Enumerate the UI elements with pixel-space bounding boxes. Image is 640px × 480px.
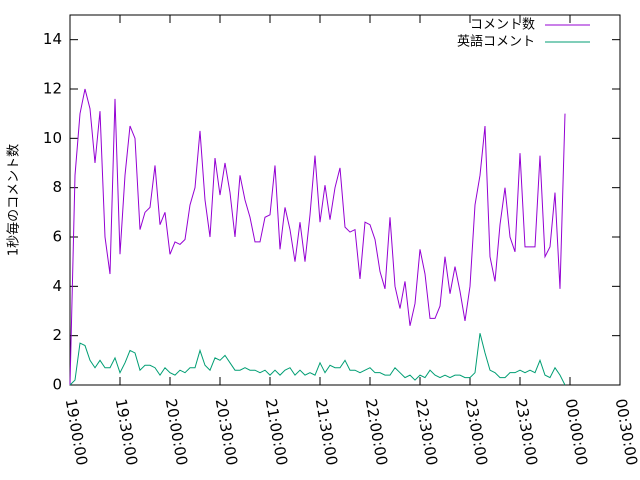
legend-label: 英語コメント xyxy=(457,34,535,50)
y-tick-label: 8 xyxy=(52,178,62,196)
x-tick-label: 20:00:00 xyxy=(162,397,191,466)
x-tick-label: 00:00:00 xyxy=(562,397,591,466)
x-tick-label: 20:30:00 xyxy=(212,397,241,466)
x-tick-label: 23:00:00 xyxy=(462,397,491,466)
plot-frame xyxy=(69,14,621,386)
x-tick-label: 21:00:00 xyxy=(262,397,291,466)
y-tick-label: 14 xyxy=(43,30,62,48)
legend-label: コメント数 xyxy=(470,18,535,33)
y-tick-label: 6 xyxy=(52,228,62,246)
x-tick-label: 00:30:00 xyxy=(612,397,640,466)
x-tick-label: 21:30:00 xyxy=(312,397,341,466)
x-tick-label: 19:00:00 xyxy=(62,397,91,466)
y-tick-label: 10 xyxy=(43,129,62,147)
series-line xyxy=(69,88,566,386)
y-tick-label: 0 xyxy=(52,376,62,394)
y-tick-label: 2 xyxy=(52,326,62,344)
y-tick-label: 12 xyxy=(43,80,62,98)
y-tick-label: 4 xyxy=(52,277,62,295)
y-axis-label: 1秒毎のコメント数 xyxy=(6,144,22,256)
x-tick-label: 23:30:00 xyxy=(512,397,541,466)
x-tick-label: 22:00:00 xyxy=(362,397,391,466)
series-line xyxy=(69,333,566,386)
x-tick-label: 19:30:00 xyxy=(112,397,141,466)
x-tick-label: 22:30:00 xyxy=(412,397,441,466)
